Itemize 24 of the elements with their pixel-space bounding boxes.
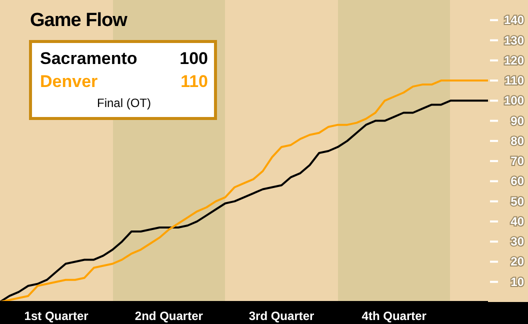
x-tick-label: 1st Quarter — [24, 309, 89, 323]
y-tick-label: 130 — [504, 33, 524, 48]
y-tick-label: 20 — [510, 254, 524, 269]
y-tick-label: 30 — [510, 234, 524, 249]
y-tick-label: 50 — [510, 194, 524, 208]
y-tick-label: 140 — [504, 13, 524, 28]
y-tick-label: 90 — [510, 114, 524, 128]
annotation: 100 — [180, 48, 208, 70]
y-tick-label: 110 — [504, 74, 524, 88]
y-tick-label: 40 — [510, 214, 524, 228]
text: Denver — [40, 71, 98, 93]
y-tick-label: 100 — [504, 94, 524, 108]
y-tick-label: 120 — [504, 53, 524, 68]
y-tick-label: 70 — [510, 154, 524, 168]
x-tick-label: 3rd Quarter — [248, 309, 315, 323]
text: Sacramento — [40, 48, 138, 70]
y-tick-label: 60 — [510, 174, 524, 188]
annotation: 110 — [180, 71, 208, 93]
x-tick-label: 2nd Quarter — [134, 309, 204, 323]
text: Game Flow — [30, 10, 127, 32]
y-tick-label: 10 — [510, 274, 524, 289]
x-tick-label: 4th Quarter — [362, 309, 427, 323]
annotation: Final (OT) — [96, 95, 152, 112]
y-tick-label: 80 — [510, 134, 524, 148]
